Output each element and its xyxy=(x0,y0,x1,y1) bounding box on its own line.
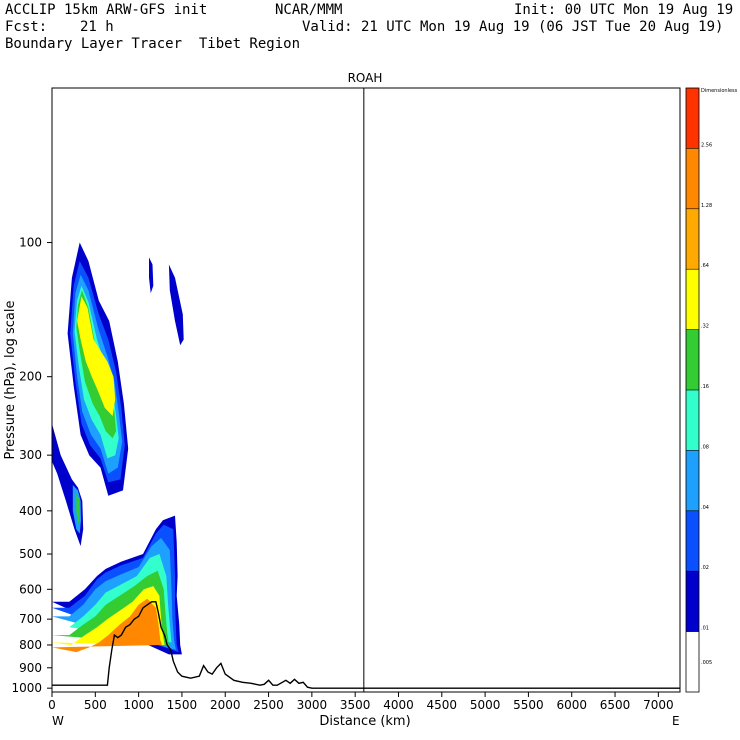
colorbar-label: .02 xyxy=(701,565,709,571)
x-axis-label: Distance (km) xyxy=(319,714,410,729)
x-tick-label: 6500 xyxy=(600,698,631,712)
y-axis-ticks: 100 200 300 400 500 600 700 800 900 1000 xyxy=(11,236,52,695)
x-tick-label: 2500 xyxy=(253,698,284,712)
x-tick-label: 5000 xyxy=(470,698,501,712)
colorbar-label: .32 xyxy=(701,324,709,330)
plume-streak-b-level-0 xyxy=(168,264,184,346)
plot-frame xyxy=(51,87,681,693)
init-time: Init: 00 UTC Mon 19 Aug 19 xyxy=(514,2,734,18)
terrain-line xyxy=(52,601,680,689)
y-tick-label: 200 xyxy=(19,370,42,384)
colorbar-label: 2.56 xyxy=(701,142,712,148)
x-tick-label: 4500 xyxy=(427,698,458,712)
colorbar-segment xyxy=(686,148,699,209)
chart-title: ROAH xyxy=(348,71,383,85)
x-tick-label: 4000 xyxy=(383,698,414,712)
y-tick-label: 900 xyxy=(19,661,42,675)
y-tick-label: 700 xyxy=(19,612,42,626)
x-tick-label: 7000 xyxy=(643,698,674,712)
tracer-plumes xyxy=(52,242,184,655)
colorbar-unit: Dimensionless xyxy=(701,88,738,94)
x-tick-label: 3500 xyxy=(340,698,371,712)
plume-streak-a-level-0 xyxy=(149,257,154,294)
colorbar-segment xyxy=(686,510,699,572)
forecast-label: Fcst: xyxy=(5,19,48,35)
east-label: E xyxy=(672,714,680,728)
valid-time: Valid: 21 UTC Mon 19 Aug 19 (06 JST Tue … xyxy=(302,19,724,35)
colorbar-label: .04 xyxy=(701,505,709,511)
x-tick-label: 5500 xyxy=(513,698,544,712)
forecast-hour: 21 h xyxy=(80,19,114,35)
colorbar-segment xyxy=(686,450,699,511)
x-tick-label: 3000 xyxy=(297,698,328,712)
y-tick-label: 500 xyxy=(19,547,42,561)
model-title: ACCLIP 15km ARW-GFS init xyxy=(5,2,208,18)
plume-upper-level-5 xyxy=(77,296,116,416)
colorbar-segment xyxy=(686,571,699,632)
y-tick-label: 100 xyxy=(19,236,42,250)
org-label: NCAR/MMM xyxy=(275,2,343,18)
colorbar-label: .08 xyxy=(701,444,709,450)
x-axis-ticks: 0 500 1000 1500 2000 2500 3000 3500 4000 4500 5000… xyxy=(48,692,674,712)
y-tick-label: 600 xyxy=(19,582,42,596)
west-label: W xyxy=(52,714,64,728)
field-title: Boundary Layer Tracer Tibet Region xyxy=(5,36,301,52)
colorbar-label: 1.28 xyxy=(701,203,712,209)
plume-lower-level-6 xyxy=(52,598,162,653)
x-tick-label: 0 xyxy=(48,698,56,712)
y-tick-label: 1000 xyxy=(11,681,42,695)
colorbar-label: .16 xyxy=(701,384,709,390)
x-tick-label: 1000 xyxy=(123,698,154,712)
y-tick-label: 800 xyxy=(19,638,42,652)
x-tick-label: 2000 xyxy=(210,698,241,712)
colorbar-segment xyxy=(686,390,699,451)
x-tick-label: 500 xyxy=(84,698,107,712)
colorbar-label: .01 xyxy=(701,626,709,632)
colorbar-segment xyxy=(686,208,699,270)
colorbar-segment xyxy=(686,631,699,692)
colorbar: 2.56 1.28 .64 .32 .16 .08 .04 .02 .01 .005 xyxy=(685,87,712,693)
colorbar-label: .005 xyxy=(701,660,712,666)
y-axis-label: Pressure (hPa), log scale xyxy=(3,301,18,460)
colorbar-segment xyxy=(686,269,699,330)
colorbar-segment xyxy=(686,329,699,390)
colorbar-segment xyxy=(686,88,699,149)
y-tick-label: 400 xyxy=(19,504,42,518)
terrain-profile xyxy=(52,601,680,689)
x-tick-label: 6000 xyxy=(556,698,587,712)
y-tick-label: 300 xyxy=(19,448,42,462)
plume-column-level-4 xyxy=(76,493,80,523)
x-tick-label: 1500 xyxy=(167,698,198,712)
colorbar-label: .64 xyxy=(701,263,709,269)
